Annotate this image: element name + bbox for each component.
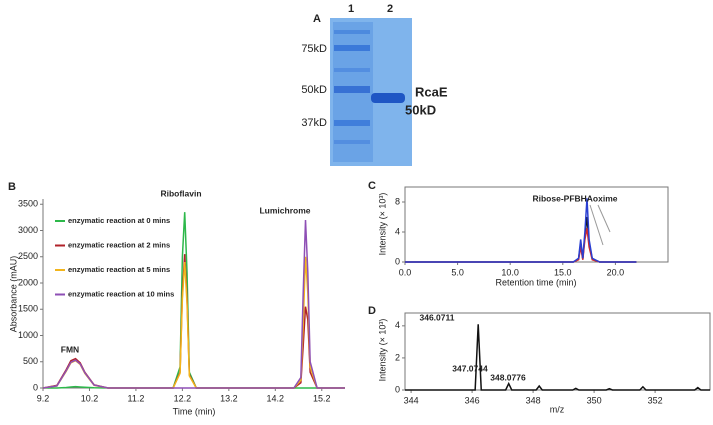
marker-label: 75kD	[301, 43, 327, 55]
y-tick-label: 1000	[18, 330, 38, 340]
band	[334, 68, 370, 72]
data-line	[405, 324, 710, 391]
annotation: 346.0711	[420, 312, 455, 322]
y-tick-label: 8	[395, 196, 400, 206]
legend-label: enzymatic reaction at 0 mins	[68, 216, 170, 225]
marker-label: 37kD	[301, 117, 327, 129]
x-tick-label: 13.2	[220, 393, 238, 403]
y-tick-label: 4	[395, 226, 400, 236]
x-tick-label: 15.2	[313, 393, 331, 403]
x-tick-label: 0.0	[399, 267, 412, 277]
legend-label: enzymatic reaction at 10 mins	[68, 289, 174, 298]
marker-label: 50kD	[301, 84, 327, 96]
x-tick-label: 5.0	[451, 267, 464, 277]
y-tick-label: 2000	[18, 277, 38, 287]
x-tick-label: 10.2	[81, 393, 99, 403]
band	[334, 140, 370, 144]
legend-label: enzymatic reaction at 5 mins	[68, 265, 170, 274]
gel-panel: A 1 2 75kD 50kD 37kD RcaE 50kD	[301, 3, 448, 166]
band	[334, 45, 370, 51]
plot-frame	[404, 312, 711, 391]
data-line	[405, 198, 637, 263]
y-axis-label: Intensity (× 10³)	[377, 193, 387, 256]
data-line	[42, 256, 345, 389]
annotation: Riboflavin	[160, 188, 201, 198]
x-tick-label: 20.0	[607, 267, 625, 277]
x-axis-label: Retention time (min)	[495, 277, 576, 287]
x-axis-label: m/z	[550, 404, 565, 414]
x-tick-label: 352	[648, 395, 663, 405]
x-tick-label: 14.2	[267, 393, 285, 403]
data-line	[42, 254, 345, 389]
annotation: FMN	[61, 344, 79, 354]
x-tick-label: 350	[587, 395, 602, 405]
band-label: 50kD	[405, 102, 436, 117]
panel-label: C	[368, 180, 376, 192]
y-tick-label: 0	[395, 384, 400, 394]
x-tick-label: 11.2	[127, 393, 144, 403]
data-line	[405, 228, 637, 263]
lane-label: 1	[348, 3, 354, 15]
annotation: Ribose-PFBHAoxime	[532, 193, 617, 203]
data-line	[42, 219, 345, 389]
annotation: 347.0744	[452, 363, 488, 373]
x-tick-label: 346	[465, 395, 480, 405]
y-axis-label: Absorbance (mAU)	[8, 256, 18, 333]
y-tick-label: 3000	[18, 225, 38, 235]
x-tick-label: 344	[404, 395, 419, 405]
y-tick-label: 0	[395, 256, 400, 266]
y-tick-label: 4	[395, 320, 400, 330]
band	[371, 93, 405, 103]
lane-label: 2	[387, 3, 393, 15]
y-tick-label: 2	[395, 352, 400, 362]
legend-label: enzymatic reaction at 2 mins	[68, 240, 170, 249]
arrow	[589, 204, 604, 246]
panel-label: D	[368, 305, 376, 317]
y-tick-label: 500	[23, 356, 38, 366]
band	[334, 30, 370, 34]
x-tick-label: 10.0	[501, 267, 519, 277]
panel-label: B	[8, 181, 16, 193]
annotation: Lumichrome	[259, 205, 310, 215]
arrow	[597, 204, 611, 233]
y-axis-label: Intensity (× 10³)	[377, 319, 387, 382]
y-tick-label: 2500	[18, 251, 38, 261]
y-tick-label: 0	[33, 382, 38, 392]
band	[334, 86, 370, 93]
band	[334, 120, 370, 126]
x-tick-label: 9.2	[37, 393, 50, 403]
y-tick-label: 3500	[18, 199, 38, 209]
annotation: 348.0776	[490, 372, 526, 382]
x-tick-label: 15.0	[554, 267, 572, 277]
x-axis-label: Time (min)	[173, 406, 216, 416]
data-line	[43, 212, 345, 389]
x-tick-label: 348	[526, 395, 541, 405]
panel-label: A	[313, 13, 321, 25]
band-label: RcaE	[415, 84, 448, 99]
y-tick-label: 1500	[18, 304, 38, 314]
x-tick-label: 12.2	[174, 393, 192, 403]
